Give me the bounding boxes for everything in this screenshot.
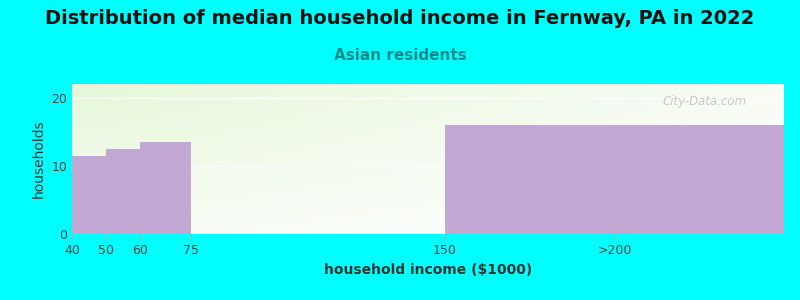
- Bar: [140, 142, 190, 234]
- Bar: [72, 156, 106, 234]
- Bar: [106, 149, 140, 234]
- Text: Distribution of median household income in Fernway, PA in 2022: Distribution of median household income …: [46, 9, 754, 28]
- Bar: [445, 125, 614, 234]
- Text: Asian residents: Asian residents: [334, 48, 466, 63]
- Text: City-Data.com: City-Data.com: [663, 95, 747, 109]
- Bar: [614, 125, 784, 234]
- Y-axis label: households: households: [32, 120, 46, 198]
- X-axis label: household income ($1000): household income ($1000): [324, 263, 532, 277]
